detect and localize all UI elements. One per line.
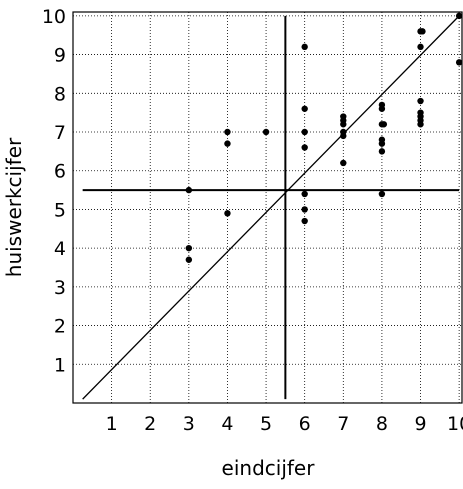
data-point xyxy=(224,140,231,147)
data-point xyxy=(380,121,388,128)
x-tick-label: 9 xyxy=(414,413,426,435)
data-point xyxy=(378,190,386,198)
data-point xyxy=(340,132,347,140)
x-tick-label: 2 xyxy=(144,413,156,435)
data-point xyxy=(301,105,308,112)
data-point xyxy=(340,159,347,167)
x-tick-label: 1 xyxy=(106,413,118,435)
data-point xyxy=(455,12,463,20)
y-tick-label: 3 xyxy=(54,277,66,299)
data-point xyxy=(301,144,308,151)
data-point xyxy=(455,59,463,66)
x-tick-label: 8 xyxy=(376,413,388,435)
data-point xyxy=(378,140,386,147)
data-point xyxy=(185,256,193,263)
data-point xyxy=(224,128,231,136)
grid-lines xyxy=(73,12,463,403)
y-tick-labels: 1 2 3 4 5 6 7 8 9 10 xyxy=(42,6,66,376)
data-point xyxy=(301,43,308,51)
y-axis-label: huiswerkcijfer xyxy=(2,137,26,277)
data-point xyxy=(301,206,308,213)
x-tick-label: 5 xyxy=(260,413,272,435)
data-point xyxy=(185,244,193,252)
data-points xyxy=(185,12,463,263)
data-point xyxy=(301,128,308,136)
data-point xyxy=(417,43,424,51)
x-tick-label: 7 xyxy=(337,413,349,435)
x-tick-labels: 1 2 3 4 5 6 7 8 9 10 xyxy=(106,413,463,435)
y-tick-label: 7 xyxy=(54,122,66,144)
data-point xyxy=(417,121,424,128)
plot-frame xyxy=(72,11,463,404)
data-point xyxy=(417,97,424,105)
x-axis-label: eindcijfer xyxy=(222,456,316,480)
y-tick-label: 6 xyxy=(54,161,66,183)
y-tick-label: 4 xyxy=(54,238,66,260)
data-point xyxy=(378,105,386,112)
y-tick-label: 10 xyxy=(42,6,66,28)
y-tick-label: 8 xyxy=(54,83,66,105)
y-tick-label: 1 xyxy=(54,354,66,376)
y-tick-label: 2 xyxy=(54,316,66,338)
x-tick-label: 6 xyxy=(299,413,311,435)
x-tick-label: 4 xyxy=(221,413,233,435)
x-tick-label: 3 xyxy=(183,413,195,435)
data-point xyxy=(378,148,386,155)
data-point xyxy=(224,210,231,217)
y-tick-label: 9 xyxy=(54,45,66,67)
reference-lines xyxy=(82,15,460,400)
data-point xyxy=(262,128,270,136)
data-point xyxy=(301,217,308,225)
x-tick-label: 10 xyxy=(447,413,463,435)
data-point xyxy=(185,186,193,194)
diagonal-reference-line xyxy=(82,15,460,400)
y-tick-label: 5 xyxy=(54,199,66,221)
data-point xyxy=(340,121,347,128)
data-point xyxy=(301,190,308,198)
data-point xyxy=(419,28,426,35)
